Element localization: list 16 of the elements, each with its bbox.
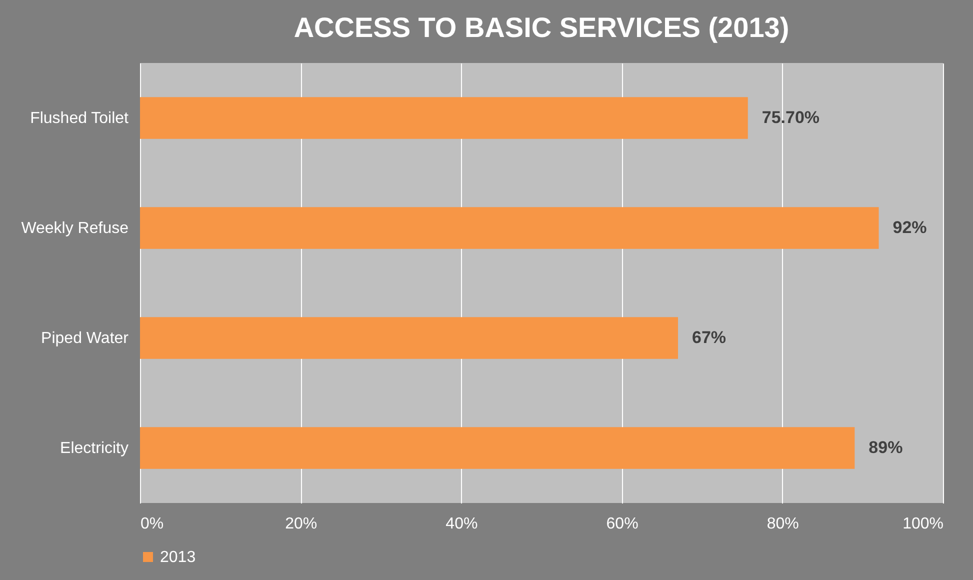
y-tick-label: Weekly Refuse — [21, 220, 129, 237]
data-label: 89% — [868, 438, 903, 457]
x-tick-label: 100% — [902, 516, 944, 532]
data-label: 67% — [692, 328, 726, 347]
y-tick-label: Piped Water — [41, 330, 130, 347]
y-tick-label: Flushed Toilet — [30, 110, 130, 127]
data-label: 92% — [892, 218, 927, 237]
x-tick-label: 20% — [285, 516, 318, 532]
x-tick-label: 40% — [446, 516, 478, 532]
data-label: 75.70% — [762, 108, 820, 127]
x-tick-label: 60% — [606, 516, 638, 532]
legend-label: 2013 — [160, 549, 196, 566]
x-tick-label: 80% — [766, 516, 799, 532]
x-tick-label: 0% — [140, 516, 164, 532]
y-tick-label: Electricity — [60, 440, 128, 457]
chart-title: ACCESS TO BASIC SERVICES (2013) — [294, 12, 790, 43]
